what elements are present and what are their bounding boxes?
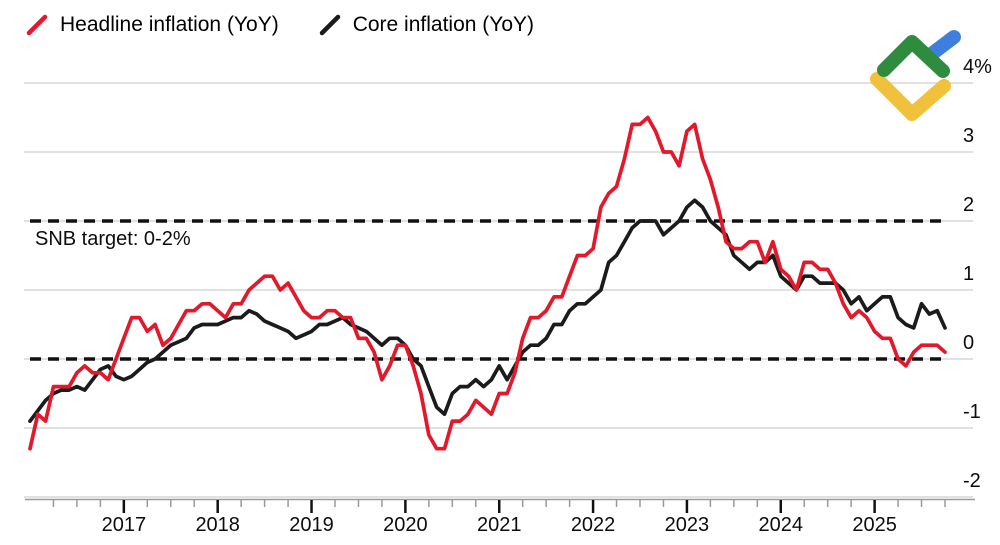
headline-series-line	[28, 115, 947, 451]
logo-yellow-stroke	[870, 72, 951, 121]
core-legend-glyph	[319, 14, 340, 36]
headline-legend-glyph	[26, 14, 48, 36]
litefinance-logo	[870, 30, 961, 121]
x-tick-label: 2017	[102, 514, 147, 536]
legend-label-headline: Headline inflation (YoY)	[60, 13, 279, 36]
legend-item-headline: Headline inflation (YoY)	[24, 10, 279, 40]
x-tick-label: 2019	[289, 514, 334, 536]
y-tick-label: -1	[963, 401, 981, 423]
y-tick-label: 2	[963, 194, 974, 216]
x-tick-label: 2018	[195, 514, 240, 536]
x-tick-label: 2020	[383, 514, 428, 536]
y-tick-label: 0	[963, 332, 974, 354]
legend-label-core: Core inflation (YoY)	[352, 13, 535, 36]
y-tick-label: 1	[963, 263, 974, 285]
x-tick-label: 2025	[852, 514, 897, 536]
legend-item-core: Core inflation (YoY)	[317, 10, 534, 40]
x-tick-label: 2024	[759, 514, 804, 536]
logo-green-stroke	[877, 35, 950, 78]
legend: Headline inflation (YoY) Core inflation …	[24, 10, 534, 40]
x-tick-label: 2021	[477, 514, 522, 536]
y-tick-label: 4%	[963, 56, 992, 78]
x-tick-label: 2023	[665, 514, 710, 536]
snb-target-label: SNB target: 0-2%	[35, 228, 191, 250]
y-tick-label: -2	[963, 470, 981, 492]
x-tick-label: 2022	[571, 514, 616, 536]
y-tick-label: 3	[963, 125, 974, 147]
